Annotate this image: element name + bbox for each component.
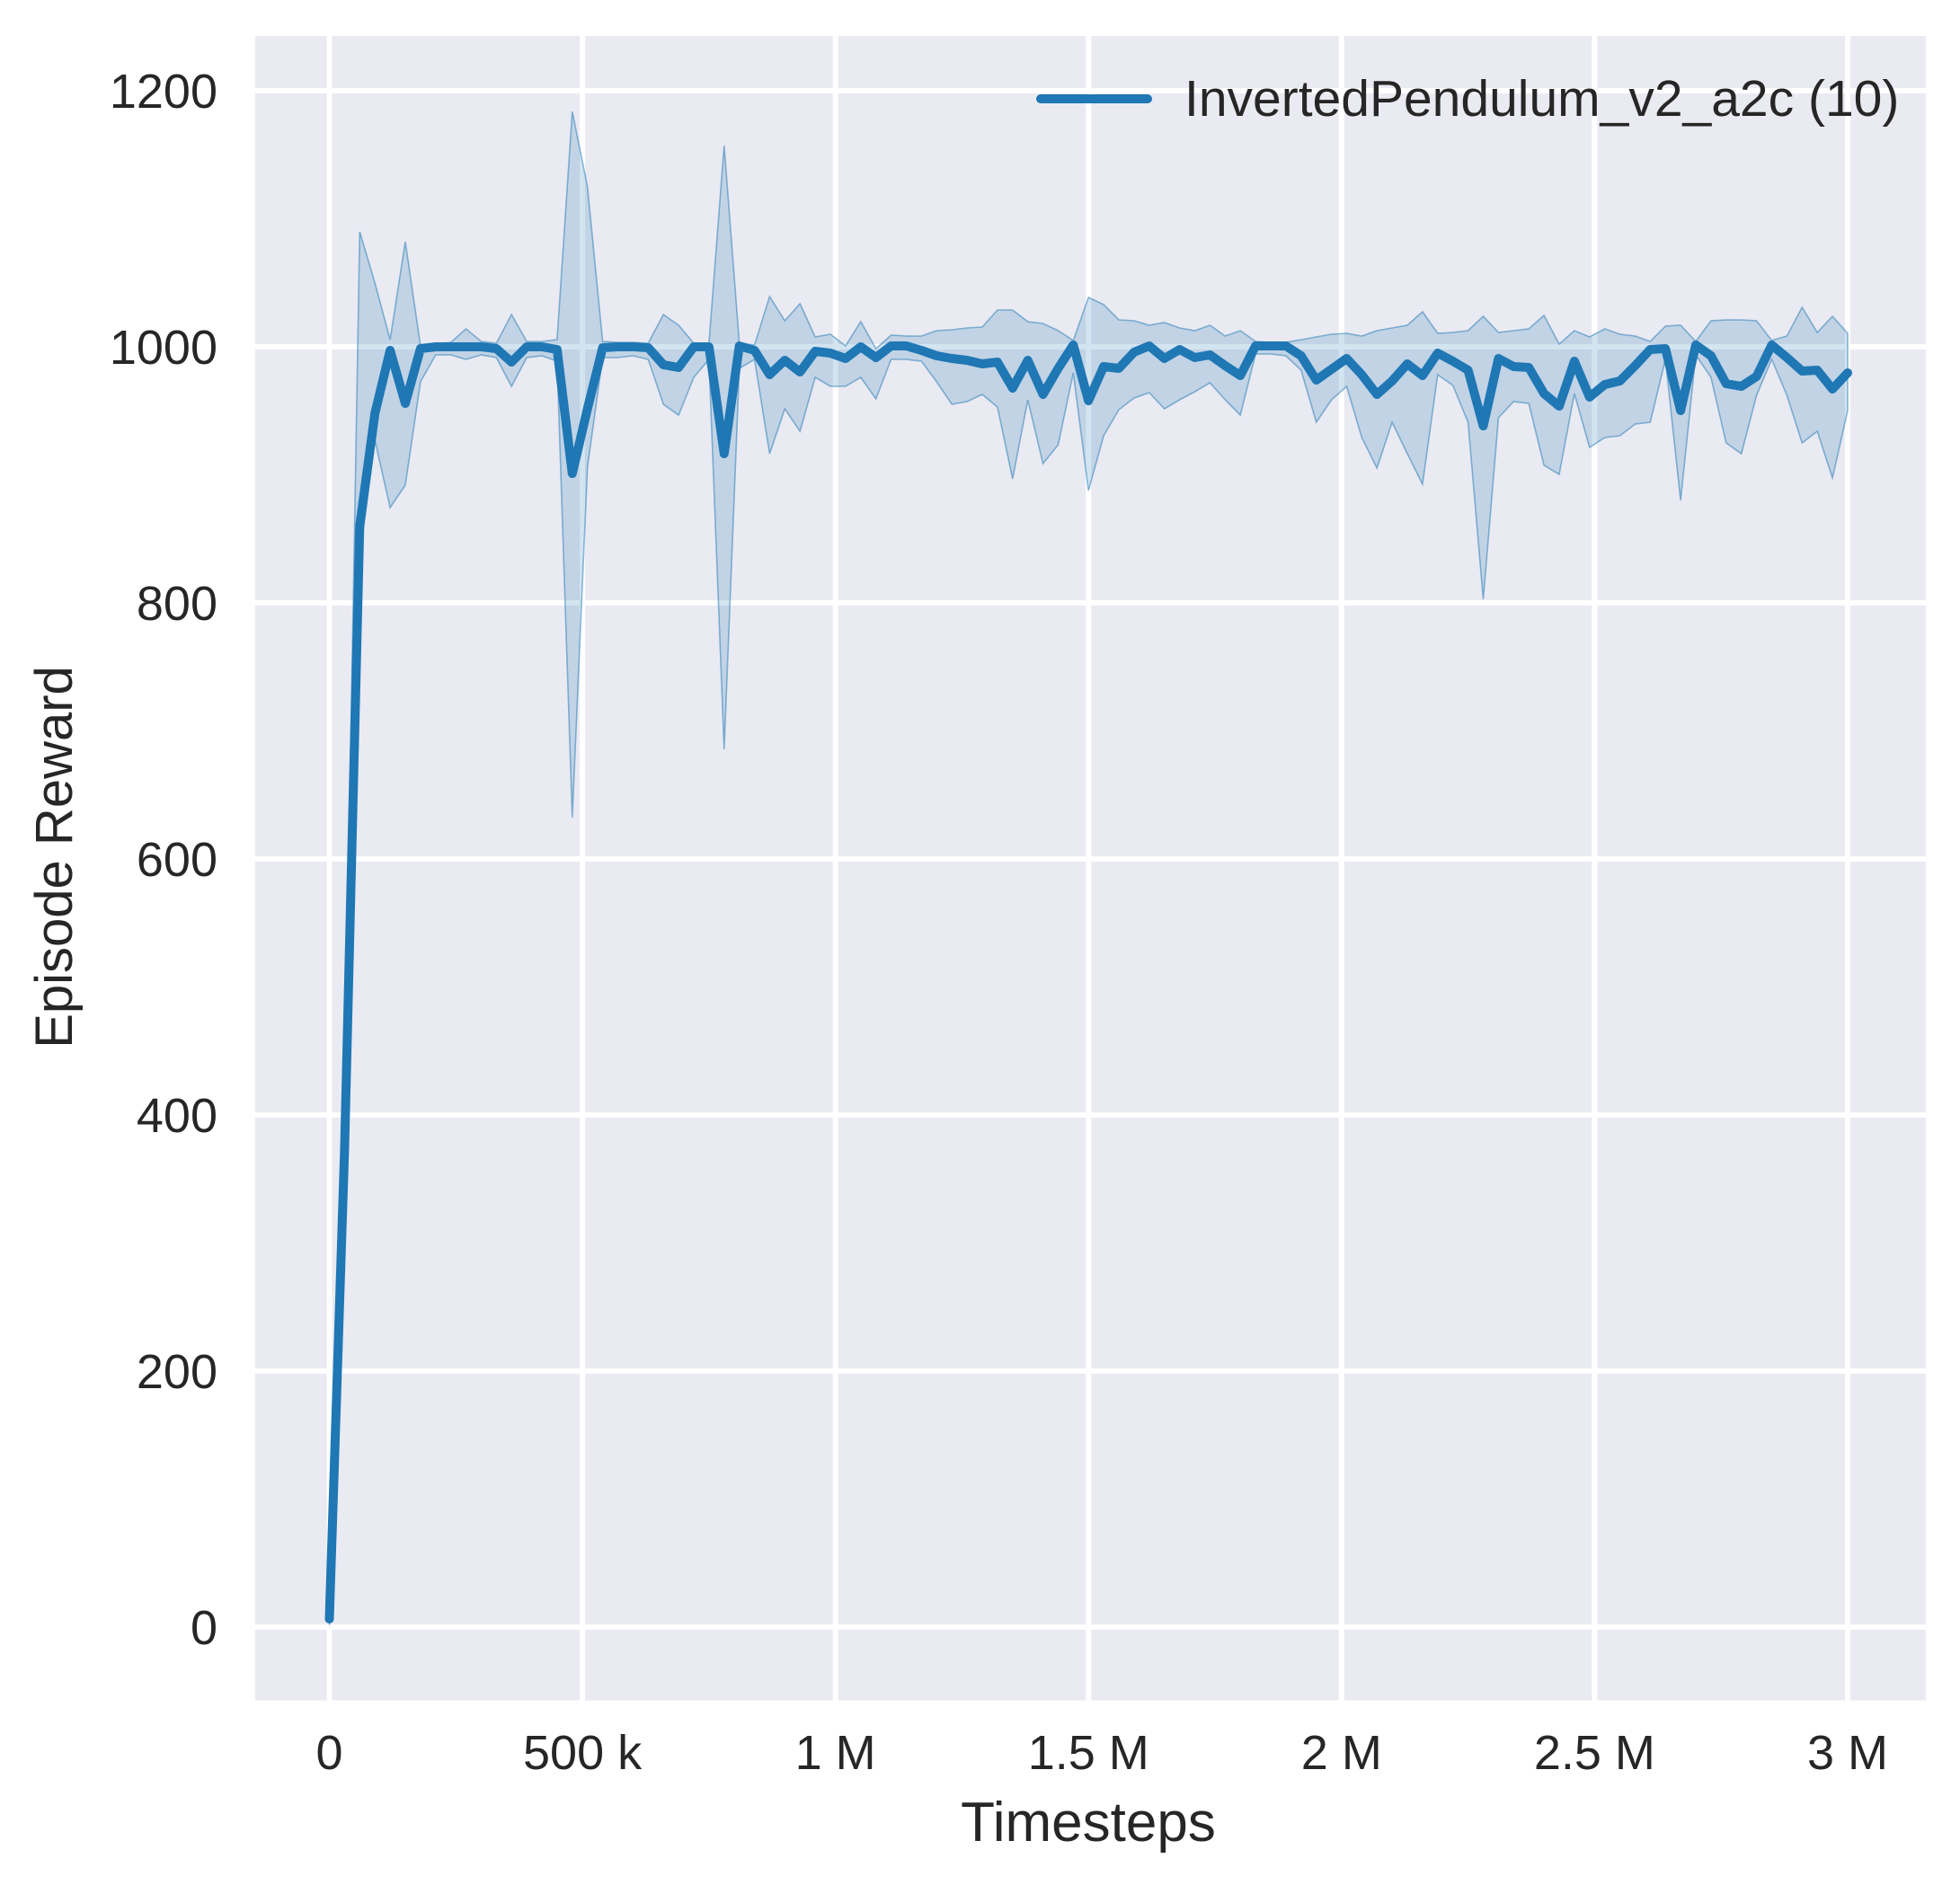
svg-text:1 M: 1 M xyxy=(795,1726,876,1780)
svg-text:800: 800 xyxy=(137,577,217,631)
svg-text:Episode Reward: Episode Reward xyxy=(25,666,84,1049)
svg-text:500 k: 500 k xyxy=(523,1726,643,1780)
svg-text:400: 400 xyxy=(137,1089,217,1143)
svg-text:200: 200 xyxy=(137,1345,217,1399)
svg-text:1000: 1000 xyxy=(110,321,217,375)
svg-text:InvertedPendulum_v2_a2c (10): InvertedPendulum_v2_a2c (10) xyxy=(1184,70,1899,128)
svg-text:1200: 1200 xyxy=(110,65,217,119)
svg-text:0: 0 xyxy=(315,1726,342,1780)
svg-text:0: 0 xyxy=(191,1601,217,1655)
svg-text:600: 600 xyxy=(137,833,217,887)
svg-text:1.5 M: 1.5 M xyxy=(1028,1726,1149,1780)
svg-text:3 M: 3 M xyxy=(1807,1726,1888,1780)
svg-text:2.5 M: 2.5 M xyxy=(1534,1726,1655,1780)
svg-text:Timesteps: Timesteps xyxy=(961,1792,1216,1854)
svg-text:2 M: 2 M xyxy=(1301,1726,1382,1780)
